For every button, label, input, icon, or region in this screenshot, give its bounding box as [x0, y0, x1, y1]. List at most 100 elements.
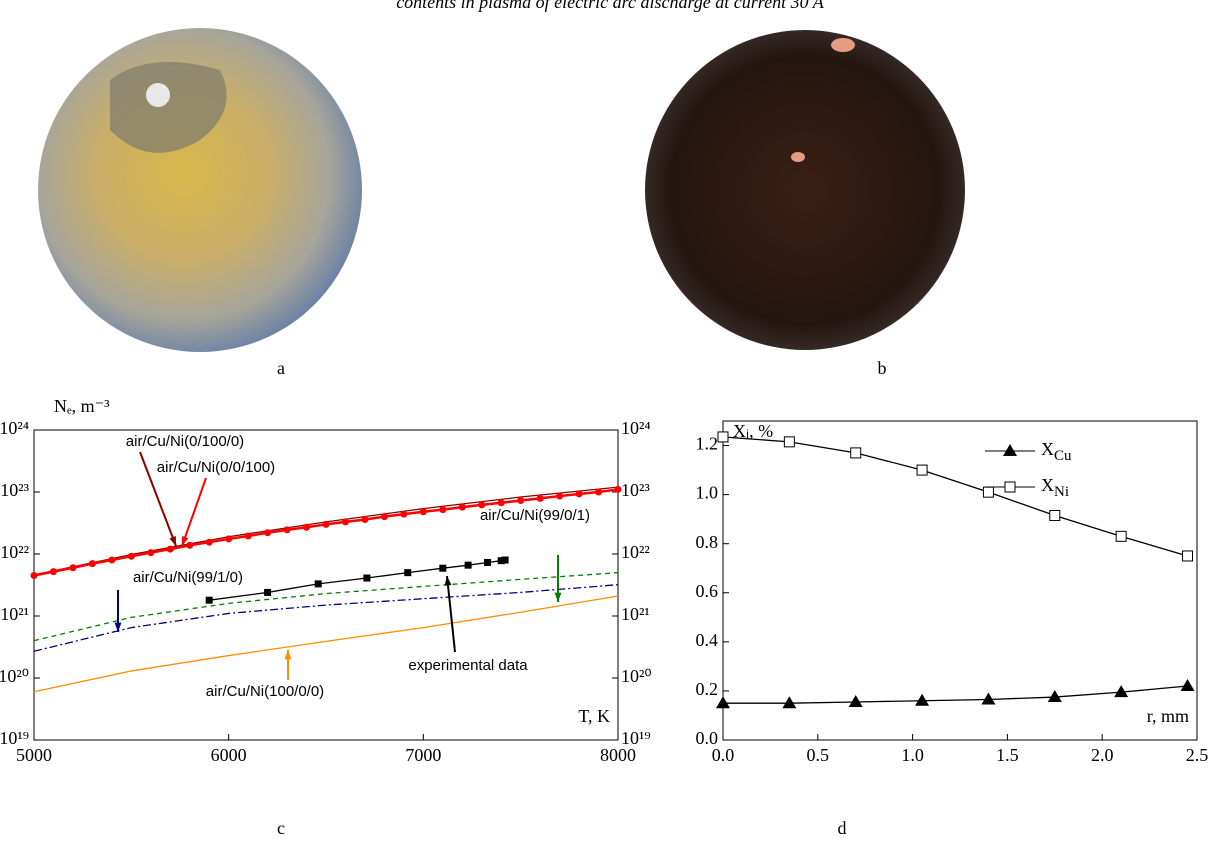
y-tick-label: 10²¹ — [0, 604, 29, 624]
marker — [89, 560, 96, 567]
marker — [404, 569, 411, 576]
marker — [502, 557, 509, 564]
marker — [342, 518, 349, 525]
marker — [851, 448, 861, 458]
marker — [595, 489, 602, 496]
y-tick-label: 10²³ — [0, 480, 29, 500]
annotation-arrowhead — [555, 593, 562, 602]
marker — [556, 493, 563, 500]
x-tick-label: 2.5 — [1186, 745, 1209, 765]
x-tick-label: 7000 — [405, 745, 441, 765]
marker — [381, 513, 388, 520]
marker — [50, 568, 57, 575]
x-tick-label: 8000 — [600, 745, 636, 765]
photo-b-spot — [791, 152, 805, 162]
marker — [147, 549, 154, 556]
marker — [498, 499, 505, 506]
marker — [784, 437, 794, 447]
marker — [128, 553, 135, 560]
marker — [108, 557, 115, 564]
x-tick-label: 0.5 — [807, 745, 830, 765]
annotation-arrowhead — [285, 650, 292, 659]
y-tick-label: 0.0 — [696, 728, 719, 748]
annotation: air/Cu/Ni(0/0/100) — [157, 459, 275, 476]
y2-tick-label: 10²³ — [621, 480, 650, 500]
marker — [615, 486, 622, 493]
marker — [718, 432, 728, 442]
marker — [264, 529, 271, 536]
marker — [1183, 551, 1193, 561]
y-tick-label: 0.6 — [696, 581, 719, 601]
y-tick-label: 0.4 — [696, 630, 719, 650]
marker — [315, 580, 322, 587]
panel-label: d — [838, 818, 847, 838]
y-tick-label: 0.8 — [696, 532, 719, 552]
photo-a-spot — [146, 83, 170, 107]
annotation: experimental data — [408, 657, 528, 674]
marker — [363, 575, 370, 582]
x-axis-label: r, mm — [1147, 706, 1189, 726]
y-tick-label: 1.2 — [696, 434, 719, 454]
annotation-arrowhead — [115, 623, 122, 632]
marker — [245, 533, 252, 540]
marker — [716, 696, 730, 708]
marker — [915, 694, 929, 706]
x-tick-label: 0.0 — [712, 745, 735, 765]
annotation: air/Cu/Ni(99/1/0) — [133, 569, 243, 586]
marker — [1116, 531, 1126, 541]
x-axis-label: T, K — [578, 706, 610, 726]
legend-marker — [1005, 482, 1015, 492]
marker — [439, 506, 446, 513]
marker — [439, 565, 446, 572]
marker — [917, 465, 927, 475]
plot-frame — [34, 430, 618, 740]
y-tick-label: 10²² — [0, 542, 29, 562]
legend-subscript: Cu — [1054, 448, 1072, 464]
y2-tick-label: 10²¹ — [621, 604, 650, 624]
marker — [849, 695, 863, 707]
marker — [303, 524, 310, 531]
series-line — [34, 489, 618, 575]
marker — [484, 559, 491, 566]
marker — [206, 539, 213, 546]
x-tick-label: 1.0 — [901, 745, 924, 765]
y-tick-label: 1.0 — [696, 483, 719, 503]
marker — [459, 504, 466, 511]
photo-b-spot — [831, 38, 855, 52]
marker — [400, 511, 407, 518]
marker — [465, 562, 472, 569]
marker — [167, 546, 174, 553]
marker — [361, 516, 368, 523]
y-tick-label: 10²⁴ — [0, 418, 29, 438]
marker — [1181, 679, 1195, 691]
marker — [225, 535, 232, 542]
annotation-arrow — [447, 576, 455, 652]
y-tick-label: 0.2 — [696, 679, 719, 699]
marker — [1050, 510, 1060, 520]
annotation: air/Cu/Ni(0/100/0) — [126, 433, 244, 450]
marker — [537, 495, 544, 502]
marker — [206, 597, 213, 604]
panel-label: c — [277, 818, 285, 838]
figure: contents in plasma of electric arc disch… — [0, 0, 1219, 862]
marker — [983, 487, 993, 497]
marker — [186, 542, 193, 549]
series-line — [209, 560, 505, 600]
y2-tick-label: 10¹⁹ — [621, 728, 651, 748]
x-tick-label: 5000 — [16, 745, 52, 765]
y2-tick-label: 10²² — [621, 542, 650, 562]
marker — [576, 490, 583, 497]
annotation: air/Cu/Ni(99/0/1) — [480, 507, 590, 524]
legend-label: XNi — [1041, 475, 1069, 500]
y2-tick-label: 10²⁴ — [621, 418, 651, 438]
legend-marker — [1003, 444, 1017, 456]
marker — [264, 589, 271, 596]
panel-label: b — [878, 358, 887, 378]
y2-tick-label: 10²⁰ — [621, 666, 652, 686]
x-tick-label: 6000 — [211, 745, 247, 765]
series-line — [34, 596, 618, 692]
annotation-arrow — [182, 478, 206, 546]
marker — [31, 572, 38, 579]
y-tick-label: 10¹⁹ — [0, 728, 29, 748]
panel-label: a — [277, 358, 285, 378]
